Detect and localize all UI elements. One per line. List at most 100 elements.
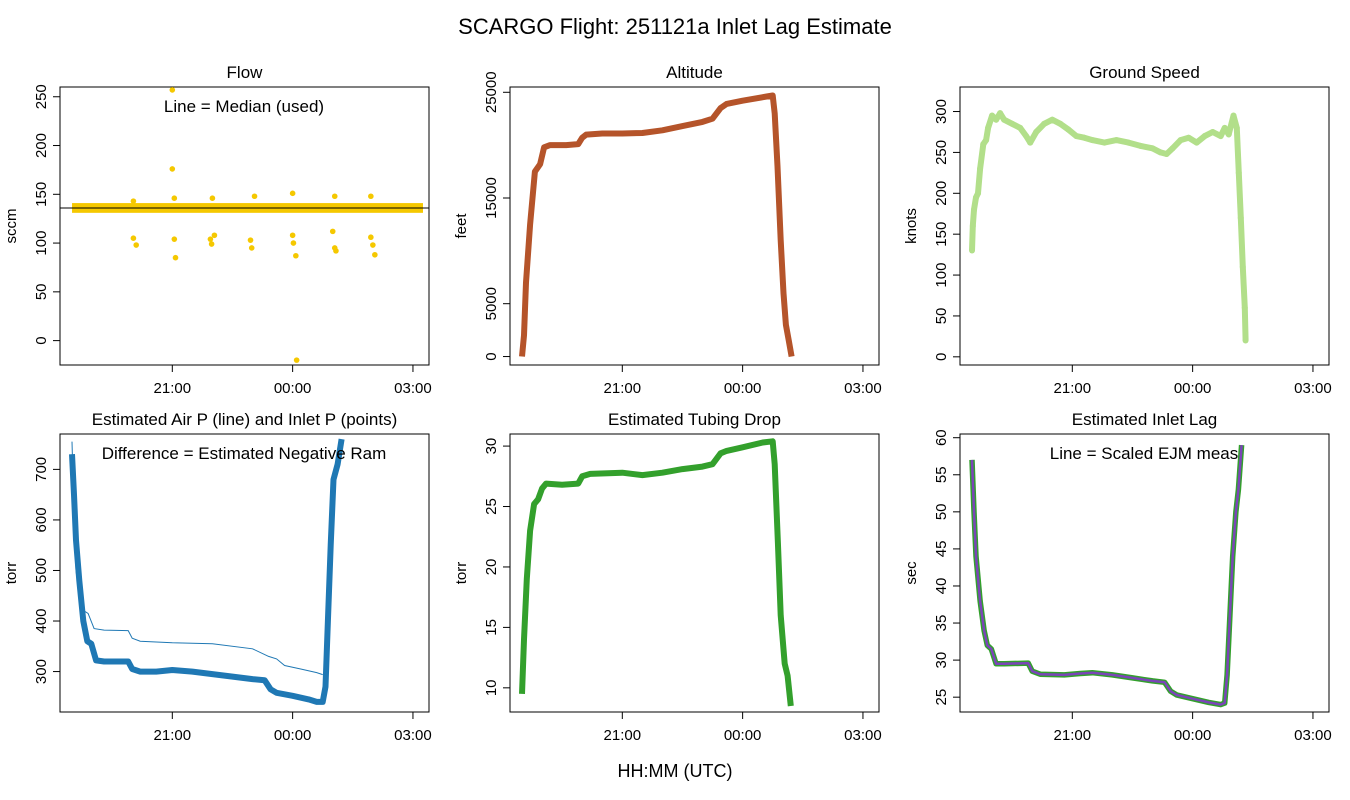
series-tubing-drop [519, 438, 794, 707]
y-tick-label: 20 [483, 559, 500, 576]
speed-point [989, 112, 996, 119]
speed-point [1239, 263, 1246, 270]
y-tick-label: 400 [33, 609, 50, 634]
panel-flow: Flow sccm 21:00 00:00 03:00 0 50 100 150 200 250 Li… [3, 63, 432, 397]
figure-x-axis-label: HH:MM (UTC) [618, 761, 733, 781]
y-tick-label: 15000 [483, 177, 500, 219]
x-tick-label: 03:00 [394, 727, 432, 744]
speed-point [1242, 337, 1249, 344]
y-tick-label: 25 [483, 498, 500, 515]
y-tick-label: 150 [33, 182, 50, 207]
speed-point [1125, 139, 1132, 146]
speed-point [1065, 126, 1072, 133]
speed-point [969, 247, 976, 254]
speed-point [1230, 112, 1237, 119]
y-tick-label: 50 [933, 308, 950, 325]
flow-point [370, 242, 376, 248]
y-tick-label: 25000 [483, 71, 500, 113]
panel-annotation: Line = Median (used) [164, 97, 324, 116]
speed-point [971, 206, 978, 213]
speed-point [1193, 139, 1200, 146]
series-altitude [519, 92, 795, 358]
x-tick-label: 21:00 [604, 380, 642, 397]
panel-altitude: Altitude feet 21:00 00:00 03:00 0 5000 15000 250… [453, 63, 882, 397]
plot-frame [959, 433, 1330, 713]
flow-point [211, 232, 218, 239]
flow-point [289, 190, 296, 197]
x-tick-label: 03:00 [394, 380, 432, 397]
speed-point [1225, 131, 1232, 138]
y-tick-label: 100 [933, 263, 950, 288]
flow-point [331, 193, 338, 200]
speed-point [1237, 214, 1244, 221]
speed-point [1101, 139, 1108, 146]
series-inlet-p [69, 438, 345, 705]
panel-title: Estimated Tubing Drop [608, 410, 781, 429]
panel-title: Estimated Inlet Lag [1072, 410, 1218, 429]
speed-point [1157, 149, 1164, 156]
flow-point [247, 237, 254, 243]
panel-annotation: Line = Scaled EJM meas [1050, 444, 1239, 463]
flow-point [372, 251, 378, 258]
panel-inlet-lag: Estimated Inlet Lag sec 21:00 00:00 03:00 25 3… [903, 410, 1332, 744]
figure-title: SCARGO Flight: 251121a Inlet Lag Estimat… [458, 14, 892, 39]
y-tick-label: 55 [933, 466, 950, 483]
flow-point [169, 87, 176, 93]
flow-point [171, 236, 178, 242]
speed-point [1201, 133, 1208, 140]
y-axis-label: knots [903, 208, 920, 244]
y-tick-label: 250 [33, 84, 50, 109]
plot-frame [509, 86, 880, 366]
speed-point [969, 223, 976, 229]
speed-point [983, 137, 990, 144]
speed-point [1113, 137, 1120, 144]
flow-point [130, 235, 137, 241]
speed-point [1057, 120, 1064, 127]
x-tick-label: 00:00 [1174, 727, 1212, 744]
y-tick-label: 45 [933, 541, 950, 558]
y-tick-label: 0 [483, 352, 500, 360]
panel-annotation: Difference = Estimated Negative Ram [102, 444, 387, 463]
x-tick-label: 21:00 [154, 727, 192, 744]
speed-point [1027, 139, 1034, 146]
flow-point [293, 357, 300, 363]
x-tick-label: 00:00 [724, 727, 762, 744]
y-tick-label: 0 [33, 336, 50, 344]
speed-point [1185, 134, 1192, 141]
flow-point [333, 248, 339, 254]
speed-point [1041, 120, 1048, 127]
series-inlet-lag-points [969, 444, 1245, 708]
panel-title: Flow [227, 63, 264, 82]
speed-point [1033, 128, 1040, 135]
speed-point [985, 124, 992, 131]
flow-point [289, 232, 296, 239]
x-tick-label: 03:00 [844, 727, 882, 744]
series-air-p [71, 441, 323, 676]
speed-point [1209, 128, 1216, 135]
x-tick-label: 03:00 [844, 380, 882, 397]
y-tick-label: 200 [933, 181, 950, 206]
speed-point [975, 190, 982, 197]
flow-point [169, 166, 176, 172]
speed-point [1081, 134, 1088, 141]
flow-point [171, 195, 178, 201]
flow-point [290, 240, 297, 246]
speed-point [1233, 124, 1240, 131]
plot-frame [59, 86, 430, 366]
x-tick-label: 03:00 [1294, 380, 1332, 397]
y-tick-label: 15 [483, 619, 500, 636]
flow-point [368, 234, 374, 241]
speed-point [1023, 133, 1030, 140]
plot-frame [509, 433, 880, 713]
y-tick-label: 60 [933, 429, 950, 446]
flow-point [368, 193, 374, 200]
flow-point [208, 241, 215, 247]
y-tick-label: 250 [933, 140, 950, 165]
flow-point [293, 252, 299, 259]
speed-point [1241, 304, 1248, 311]
y-tick-label: 50 [933, 503, 950, 520]
x-tick-label: 21:00 [604, 727, 642, 744]
series-scaled-ejm [970, 445, 1243, 706]
speed-point [1163, 151, 1170, 158]
